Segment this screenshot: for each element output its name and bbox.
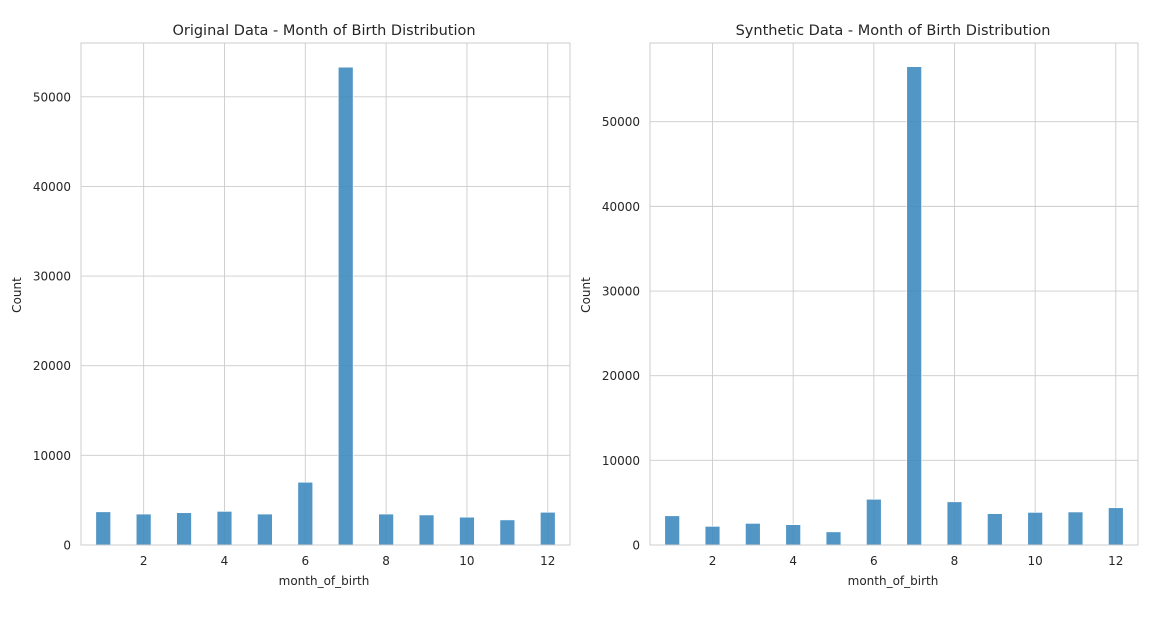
bar [378, 513, 394, 546]
x-tick-label: 12 [540, 554, 555, 568]
y-tick-label: 20000 [33, 359, 71, 373]
bar [946, 501, 963, 546]
bar [825, 531, 842, 546]
x-tick-label: 2 [140, 554, 148, 568]
bar [906, 66, 922, 546]
y-tick-label: 30000 [602, 285, 640, 299]
y-tick-label: 40000 [33, 180, 71, 194]
bar [1067, 511, 1084, 546]
x-tick-label: 8 [951, 554, 959, 568]
x-tick-label: 12 [1108, 554, 1123, 568]
bar [297, 481, 314, 546]
x-tick-label: 8 [382, 554, 390, 568]
x-tick-label: 10 [1028, 554, 1043, 568]
x-tick-label: 4 [789, 554, 797, 568]
bars [664, 66, 1124, 546]
y-tick-label: 0 [632, 539, 640, 553]
bar [95, 511, 111, 546]
gridlines [650, 43, 1138, 546]
bar [785, 524, 801, 546]
bar [418, 514, 435, 546]
bar [540, 511, 556, 546]
plot-frame [649, 42, 1139, 546]
plot-frame [80, 42, 571, 546]
bar [704, 526, 721, 546]
y-tick-label: 10000 [602, 454, 640, 468]
y-axis-label: Count [579, 277, 593, 313]
chart-original: Original Data - Month of Birth Distribut… [10, 23, 571, 588]
y-axis-label: Count [10, 277, 24, 313]
y-tick-label: 0 [63, 539, 71, 553]
x-tick-label: 6 [870, 554, 878, 568]
bars [95, 66, 556, 546]
y-tick-label: 50000 [602, 115, 640, 129]
y-tick-label: 50000 [33, 90, 71, 104]
bar [499, 519, 516, 546]
bar [866, 498, 882, 546]
chart-title: Synthetic Data - Month of Birth Distribu… [736, 23, 1051, 39]
y-tick-label: 40000 [602, 200, 640, 214]
bar [1108, 507, 1124, 546]
x-axis-label: month_of_birth [848, 574, 939, 588]
chart-synthetic: Synthetic Data - Month of Birth Distribu… [579, 23, 1139, 588]
x-tick-label: 6 [301, 554, 309, 568]
bar [257, 513, 273, 546]
y-tick-label: 30000 [33, 270, 71, 284]
bar [745, 523, 761, 546]
x-axis-label: month_of_birth [279, 574, 370, 588]
y-tick-label: 10000 [33, 449, 71, 463]
bar [337, 66, 354, 546]
y-tick-label: 20000 [602, 369, 640, 383]
bar [216, 511, 233, 546]
bar [664, 515, 680, 546]
bar [987, 513, 1003, 546]
bar [176, 512, 192, 546]
bar [459, 516, 475, 546]
bar [135, 513, 152, 546]
x-tick-label: 10 [459, 554, 474, 568]
x-tick-label: 4 [221, 554, 229, 568]
bar [1027, 512, 1043, 546]
x-tick-label: 2 [709, 554, 717, 568]
chart-title: Original Data - Month of Birth Distribut… [172, 23, 475, 39]
gridlines [81, 43, 570, 546]
